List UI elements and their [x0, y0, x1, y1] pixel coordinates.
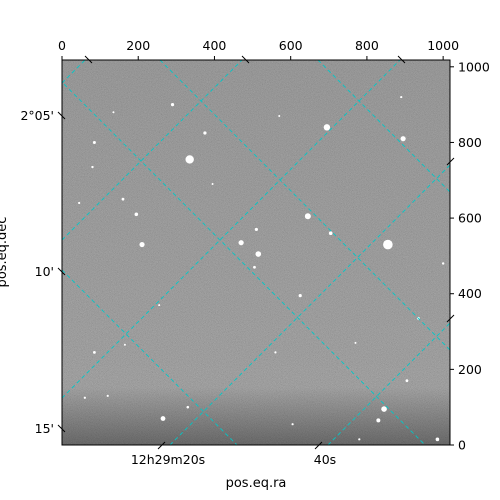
x-axis-label: pos.eq.ra: [226, 476, 287, 491]
world-tick-marks: [57, 55, 455, 450]
star-29: [186, 405, 190, 409]
star-14: [254, 227, 258, 232]
star-16: [253, 265, 256, 269]
plot-frame: [61, 59, 451, 446]
y-axis-label: pos.eq.dec: [0, 217, 10, 288]
grid-line-dec-1: [62, 60, 86, 84]
grid-line-dec-5: [327, 322, 450, 445]
x-pixel-tick-label-4: 800: [355, 38, 379, 53]
dec-tick-left-3: [57, 424, 66, 433]
y-pixel-tick-label-0: 0: [458, 438, 466, 453]
dec-tick-right-1: [446, 157, 455, 166]
star-36: [278, 114, 281, 117]
star-21: [123, 343, 126, 346]
star-25: [405, 379, 409, 383]
star-37: [112, 111, 115, 114]
star-9: [139, 241, 145, 248]
star-5: [400, 136, 406, 142]
grid-line-dec-4: [169, 164, 450, 445]
y-pixel-tick-label-3: 600: [458, 211, 482, 226]
stars-layer: [78, 95, 445, 442]
star-28: [160, 416, 166, 421]
ra-tick-labels: 12h29m20s 40s: [131, 452, 336, 467]
star-31: [106, 394, 109, 397]
grid-line-ra-3: [159, 60, 450, 351]
star-22: [158, 304, 161, 307]
grid-line-dec-3: [62, 60, 401, 399]
x-pixel-tick-label-0: 0: [58, 38, 66, 53]
dec-tick-label-2: 10': [35, 264, 54, 279]
ra-tick-bottom-1: [157, 441, 166, 450]
dec-tick-label-1: 2°05': [20, 108, 54, 123]
ra-tick-top-1: [84, 55, 93, 64]
star-17: [298, 294, 302, 298]
dec-tick-labels: 2°05' 10' 15': [20, 108, 54, 436]
x-pixel-tick-label-5: 1000: [427, 38, 459, 53]
ra-tick-label-2: 40s: [314, 452, 336, 467]
y-pixel-tick-label-5: 1000: [458, 59, 490, 74]
y-pixel-tick-label-2: 400: [458, 286, 482, 301]
grid-line-dec-2: [62, 60, 243, 241]
star-38: [78, 201, 81, 205]
star-10: [304, 213, 311, 220]
star-12: [383, 239, 393, 250]
star-7: [121, 197, 125, 201]
pixel-axes: 0 200 400 600 800 1000 0 200 400 600 800 1000: [58, 38, 490, 453]
grid-line-ra-4: [317, 60, 450, 193]
star-23: [274, 351, 277, 354]
star-34: [291, 423, 294, 426]
x-pixel-tick-label-1: 200: [126, 38, 150, 53]
grid-line-ra-2: [62, 269, 238, 445]
dec-tick-label-3: 15': [35, 421, 54, 436]
y-pixel-tick-label-1: 200: [458, 362, 482, 377]
star-27: [376, 418, 381, 423]
star-20: [92, 350, 96, 354]
dec-tick-right-2: [446, 314, 455, 323]
star-18: [441, 262, 445, 265]
star-35: [400, 95, 403, 99]
star-0: [170, 103, 175, 107]
star-4: [323, 124, 331, 131]
star-11: [328, 231, 333, 236]
dec-tick-left-2: [57, 267, 66, 276]
x-pixel-tick-label-2: 400: [203, 38, 227, 53]
star-24: [354, 341, 357, 344]
star-1: [203, 131, 207, 135]
ra-tick-bottom-2: [314, 441, 323, 450]
ra-tick-top-2: [241, 55, 250, 64]
dec-tick-left-1: [57, 111, 66, 120]
y-pixel-tick-label-4: 800: [458, 135, 482, 150]
x-pixel-tick-label-3: 600: [279, 38, 303, 53]
star-8: [134, 212, 139, 217]
star-6: [91, 165, 94, 169]
star-39: [211, 183, 214, 186]
star-13: [238, 240, 244, 246]
star-32: [435, 437, 440, 442]
star-15: [255, 251, 262, 257]
ra-tick-top-3: [397, 55, 406, 64]
star-30: [83, 396, 86, 399]
star-26: [381, 406, 387, 412]
star-3: [92, 140, 96, 144]
star-33: [358, 438, 361, 441]
ra-tick-label-1: 12h29m20s: [131, 452, 205, 467]
star-2: [185, 155, 194, 164]
